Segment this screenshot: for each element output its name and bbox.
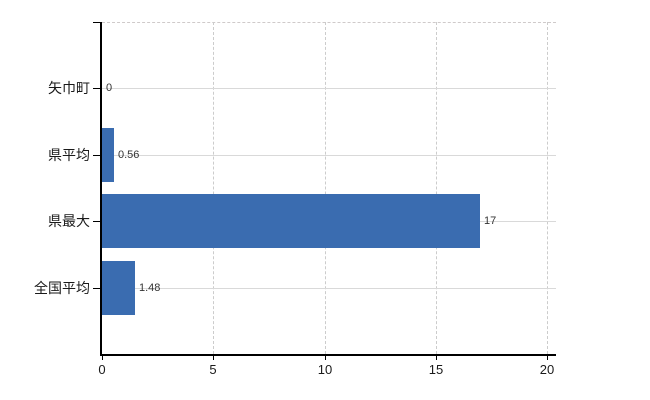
x-axis-line	[100, 354, 556, 356]
gridline-vertical	[213, 22, 214, 354]
gridline-horizontal	[102, 155, 556, 156]
bar	[102, 128, 114, 182]
gridline-vertical	[436, 22, 437, 354]
x-tick-label: 10	[317, 362, 333, 377]
category-label: 全国平均	[34, 280, 90, 296]
x-axis-tick	[213, 356, 214, 360]
category-label: 県平均	[48, 147, 90, 163]
value-label: 0.56	[118, 149, 140, 161]
x-tick-label: 15	[428, 362, 444, 377]
category-label: 県最大	[48, 213, 90, 229]
y-axis-tick	[93, 88, 100, 89]
x-axis-tick	[102, 356, 103, 360]
gridline-horizontal	[102, 288, 556, 289]
value-label: 1.48	[139, 282, 161, 294]
x-tick-label: 20	[539, 362, 555, 377]
gridline-horizontal	[102, 88, 556, 89]
x-axis-tick	[547, 356, 548, 360]
y-axis-line	[100, 22, 102, 356]
value-label: 0	[106, 82, 113, 94]
category-label: 矢巾町	[48, 80, 90, 96]
x-tick-label: 0	[98, 362, 106, 377]
plot-top-border	[102, 22, 556, 23]
y-axis-top-tick	[93, 22, 100, 23]
x-tick-label: 5	[209, 362, 217, 377]
bar	[102, 194, 480, 248]
x-axis-tick	[325, 356, 326, 360]
x-axis-tick	[436, 356, 437, 360]
bar	[102, 261, 135, 315]
value-label: 17	[484, 215, 497, 227]
y-axis-tick	[93, 221, 100, 222]
y-axis-tick	[93, 155, 100, 156]
gridline-vertical	[547, 22, 548, 354]
gridline-vertical	[325, 22, 326, 354]
y-axis-tick	[93, 288, 100, 289]
